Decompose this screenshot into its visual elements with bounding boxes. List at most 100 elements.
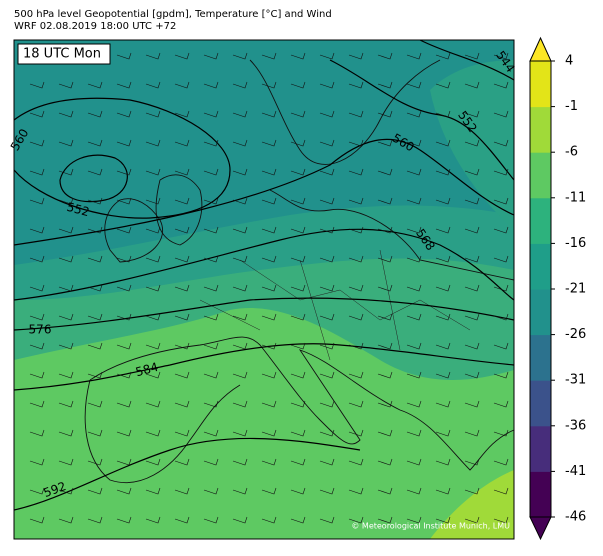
wind-barb	[319, 371, 335, 379]
wind-barb	[435, 255, 451, 263]
wind-barb	[203, 516, 219, 524]
wind-barb	[232, 429, 248, 437]
colorbar-extend	[529, 516, 552, 541]
wind-barb	[464, 226, 480, 234]
wind-barb	[435, 429, 451, 437]
wind-barb	[58, 81, 74, 89]
wind-barb	[348, 400, 364, 408]
wind-barb	[203, 255, 219, 263]
wind-barb	[377, 168, 393, 176]
wind-barb	[435, 52, 451, 60]
colorbar-band	[530, 380, 551, 427]
time-label: 18 UTC Mon	[23, 47, 101, 62]
wind-barb	[290, 226, 306, 234]
wind-barb	[493, 226, 509, 234]
wind-barb	[203, 226, 219, 234]
wind-barb	[232, 458, 248, 466]
wind-barb	[145, 226, 161, 234]
wind-barb	[406, 226, 422, 234]
wind-barb	[435, 81, 451, 89]
colorbar-band	[530, 425, 551, 472]
wind-barb	[116, 52, 132, 60]
wind-barb	[261, 168, 277, 176]
wind-barb	[261, 52, 277, 60]
wind-barb	[261, 110, 277, 118]
contour	[13, 228, 515, 301]
wind-barb	[348, 487, 364, 495]
wind-barb	[116, 81, 132, 89]
wind-barb	[464, 197, 480, 205]
wind-barb	[232, 139, 248, 147]
coastline	[104, 198, 163, 263]
wind-barb	[145, 458, 161, 466]
wind-barb	[232, 487, 248, 495]
wind-barb	[116, 516, 132, 524]
wind-barb	[319, 400, 335, 408]
wind-barb	[116, 313, 132, 321]
wind-barb	[174, 429, 190, 437]
wind-barb	[145, 284, 161, 292]
wind-barb	[290, 168, 306, 176]
wind-barb	[464, 255, 480, 263]
wind-barb	[406, 168, 422, 176]
wind-barb	[348, 81, 364, 89]
wind-barb	[377, 110, 393, 118]
wind-barb	[261, 371, 277, 379]
wind-barb	[319, 52, 335, 60]
wind-barb	[58, 139, 74, 147]
wind-barb	[174, 487, 190, 495]
wind-barb	[87, 487, 103, 495]
wind-barb	[261, 342, 277, 350]
wind-barb	[319, 139, 335, 147]
wind-barb	[58, 226, 74, 234]
wind-barb	[348, 226, 364, 234]
wind-barb	[290, 516, 306, 524]
wind-barb	[348, 371, 364, 379]
wind-barb	[435, 110, 451, 118]
wind-barb	[29, 371, 45, 379]
time-box	[17, 43, 111, 65]
temp-zone	[430, 470, 514, 539]
wind-barb	[348, 197, 364, 205]
wind-barb	[29, 429, 45, 437]
wind-barb	[348, 313, 364, 321]
wind-barb	[174, 168, 190, 176]
wind-barb	[464, 168, 480, 176]
wind-barb	[174, 110, 190, 118]
wind-barb	[87, 371, 103, 379]
wind-barb	[87, 197, 103, 205]
wind-barb	[87, 429, 103, 437]
coastline	[155, 174, 203, 246]
wind-barb	[406, 284, 422, 292]
colorbar-band	[530, 106, 551, 153]
wind-barb	[406, 342, 422, 350]
wind-barb	[319, 458, 335, 466]
colorbar-band	[530, 243, 551, 290]
wind-barb	[319, 342, 335, 350]
wind-barb	[290, 342, 306, 350]
wind-barb	[174, 284, 190, 292]
contour-label: 552	[65, 200, 91, 219]
wind-barb	[261, 487, 277, 495]
wind-barb	[464, 516, 480, 524]
wind-barb	[493, 487, 509, 495]
wind-barb	[493, 429, 509, 437]
wind-barb	[406, 458, 422, 466]
wind-barb	[406, 52, 422, 60]
wind-barb	[174, 139, 190, 147]
wind-barb	[87, 81, 103, 89]
wind-barb	[232, 371, 248, 379]
wind-barb	[116, 487, 132, 495]
contour	[329, 59, 515, 181]
wind-barb	[348, 255, 364, 263]
contour	[59, 154, 128, 203]
wind-barb	[116, 226, 132, 234]
colorbar-tick-label: -11	[565, 190, 586, 205]
wind-barb	[87, 313, 103, 321]
coastline	[89, 336, 515, 471]
wind-barb	[145, 371, 161, 379]
wind-barb	[174, 313, 190, 321]
wind-barb	[493, 342, 509, 350]
contour	[13, 343, 515, 391]
wind-barb	[145, 255, 161, 263]
